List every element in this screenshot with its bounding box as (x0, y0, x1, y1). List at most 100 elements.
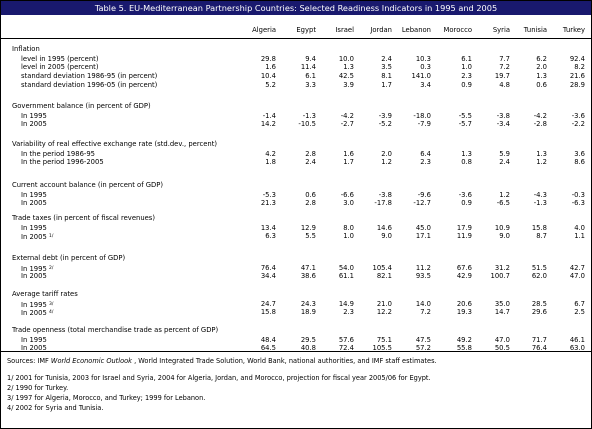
table-cell: 12.2 (376, 308, 392, 317)
table-cell: -12.7 (413, 199, 431, 208)
row-label: In 2005 (21, 120, 47, 129)
table-cell: 45.0 (415, 223, 431, 232)
table-cell: 9.0 (499, 232, 510, 241)
section-label: External debt (in percent of GDP) (12, 254, 126, 262)
table-cell: 0.8 (461, 158, 472, 167)
table-cell: 12.9 (300, 223, 316, 232)
table-cell: 24.7 (260, 299, 276, 308)
section-label: Inflation (12, 45, 40, 53)
row-label: In 2005 1/ (21, 232, 53, 242)
table-cell: 63.0 (569, 344, 585, 353)
table-cell: 47.1 (300, 263, 316, 272)
row-label: In the period 1996-2005 (21, 158, 104, 167)
table-cell: 2.8 (305, 199, 316, 208)
section-label: Trade taxes (in percent of fiscal revenu… (12, 214, 156, 222)
row-label-text: level in 1995 (percent) (21, 54, 99, 63)
table-cell: 7.2 (499, 63, 510, 72)
table-cell: -3.8 (378, 190, 392, 199)
table-cell: -18.0 (413, 111, 431, 120)
column-header: Jordan (370, 26, 392, 34)
table-cell: 46.1 (569, 335, 585, 344)
table-cell: 20.6 (456, 299, 472, 308)
footnote: 2/ 1990 for Turkey. (7, 384, 69, 392)
table-cell: -4.2 (340, 111, 354, 120)
row-label-text: In 1995 (21, 223, 47, 232)
table-cell: 3.6 (574, 149, 585, 158)
table-cell: 3.0 (343, 199, 354, 208)
table-cell: 31.2 (494, 263, 510, 272)
table-cell: 55.8 (456, 344, 472, 353)
table-cell: 0.9 (461, 81, 472, 90)
table-cell: 18.9 (300, 308, 316, 317)
table-cell: 24.3 (300, 299, 316, 308)
table-cell: 3.4 (420, 81, 431, 90)
table-cell: 28.5 (531, 299, 547, 308)
table-cell: 14.0 (415, 299, 431, 308)
table-cell: 2.8 (305, 149, 316, 158)
sources-note: Sources: IMF World Economic Outlook , Wo… (7, 357, 437, 366)
table-cell: 1.3 (343, 63, 354, 72)
table-cell: 42.7 (569, 263, 585, 272)
table-cell: 47.0 (494, 335, 510, 344)
table-cell: 2.0 (536, 63, 547, 72)
table-cell: 7.2 (420, 308, 431, 317)
footnote-marker: 1/ (48, 234, 54, 240)
table-cell: 35.0 (494, 299, 510, 308)
section-label: Current account balance (in percent of G… (12, 181, 164, 189)
table-cell: 47.0 (569, 272, 585, 281)
table-bottom-divider (1, 351, 591, 352)
table-cell: 42.9 (456, 272, 472, 281)
footnote: 1/ 2001 for Tunisia, 2003 for Israel and… (7, 374, 431, 382)
table-cell: 54.0 (338, 263, 354, 272)
table-cell: -3.4 (496, 120, 510, 129)
table-cell: 9.0 (381, 232, 392, 241)
table-cell: 42.5 (338, 72, 354, 81)
header-divider (1, 38, 591, 39)
table-cell: 72.4 (338, 344, 354, 353)
table-cell: -4.2 (533, 111, 547, 120)
table-cell: 82.1 (376, 272, 392, 281)
table-cell: 8.2 (574, 63, 585, 72)
row-label: In 1995 (21, 224, 47, 233)
table-cell: 21.0 (376, 299, 392, 308)
footnote: 3/ 1997 for Algeria, Morocco, and Turkey… (7, 394, 206, 402)
table-cell: 19.3 (456, 308, 472, 317)
table-cell: -5.7 (458, 120, 472, 129)
row-label-text: level in 2005 (percent) (21, 63, 99, 72)
row-label-text: In 2005 (21, 344, 47, 353)
table-cell: 64.5 (260, 344, 276, 353)
table-cell: 6.1 (461, 54, 472, 63)
table-cell: 8.7 (536, 232, 547, 241)
row-label: In 2005 (21, 272, 47, 281)
column-header: Algeria (252, 26, 276, 34)
table-cell: 5.2 (265, 81, 276, 90)
table-cell: 4.0 (574, 223, 585, 232)
table-cell: 29.6 (531, 308, 547, 317)
table-cell: 4.8 (499, 81, 510, 90)
table-cell: 75.1 (376, 335, 392, 344)
sources-italic: World Economic Outlook (50, 357, 132, 365)
table-cell: 100.7 (490, 272, 510, 281)
table-cell: 29.5 (300, 335, 316, 344)
row-label-text: In 2005 (21, 233, 47, 242)
row-label-text: In the period 1986-95 (21, 149, 95, 158)
table-cell: 13.4 (260, 223, 276, 232)
table-cell: 1.7 (381, 81, 392, 90)
table-cell: 93.5 (415, 272, 431, 281)
table-cell: 6.7 (574, 299, 585, 308)
table-cell: 49.2 (456, 335, 472, 344)
table-cell: 6.1 (305, 72, 316, 81)
row-label-text: In 2005 (21, 120, 47, 129)
row-label: In 1995 (21, 336, 47, 345)
column-header: Israel (335, 26, 354, 34)
table-cell: 10.0 (338, 54, 354, 63)
row-label-text: standard deviation 1986-95 (in percent) (21, 72, 158, 81)
table-cell: 8.0 (343, 223, 354, 232)
table-cell: -10.5 (298, 120, 316, 129)
table-cell: 1.0 (343, 232, 354, 241)
table-cell: 17.9 (456, 223, 472, 232)
table-cell: 1.0 (461, 63, 472, 72)
table-cell: 2.3 (461, 72, 472, 81)
table-cell: 51.5 (531, 263, 547, 272)
table-cell: 11.9 (456, 232, 472, 241)
